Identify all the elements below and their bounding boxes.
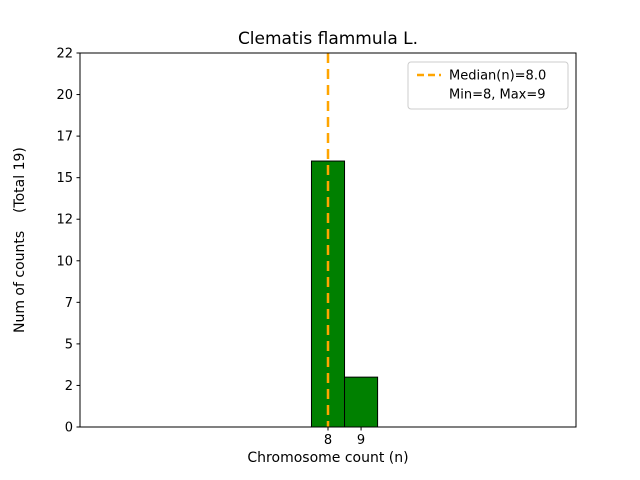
- y-tick-label: 2: [65, 379, 73, 394]
- y-tick-label: 15: [56, 171, 73, 186]
- y-tick-label: 0: [65, 421, 73, 436]
- histogram-bar: [344, 376, 379, 428]
- legend: Median(n)=8.0 Min=8, Max=9: [407, 61, 569, 110]
- y-tick-label: 5: [65, 337, 73, 352]
- y-tick-label: 12: [56, 213, 73, 228]
- x-tick-label: 9: [357, 433, 365, 448]
- legend-entry-label: Median(n)=8.0: [449, 69, 546, 84]
- y-tick-label: 22: [56, 47, 73, 62]
- chart-title: Clematis flammula L.: [237, 29, 419, 49]
- x-axis-label: Chromosome count (n): [247, 450, 409, 466]
- y-tick-label: 7: [65, 296, 73, 311]
- x-tick-label: 8: [324, 433, 332, 448]
- legend-entry-label: Min=8, Max=9: [449, 88, 546, 103]
- y-tick-label: 10: [56, 254, 73, 269]
- y-tick-label: 17: [56, 130, 73, 145]
- legend-box: [407, 61, 569, 110]
- y-tick-label: 20: [56, 88, 73, 103]
